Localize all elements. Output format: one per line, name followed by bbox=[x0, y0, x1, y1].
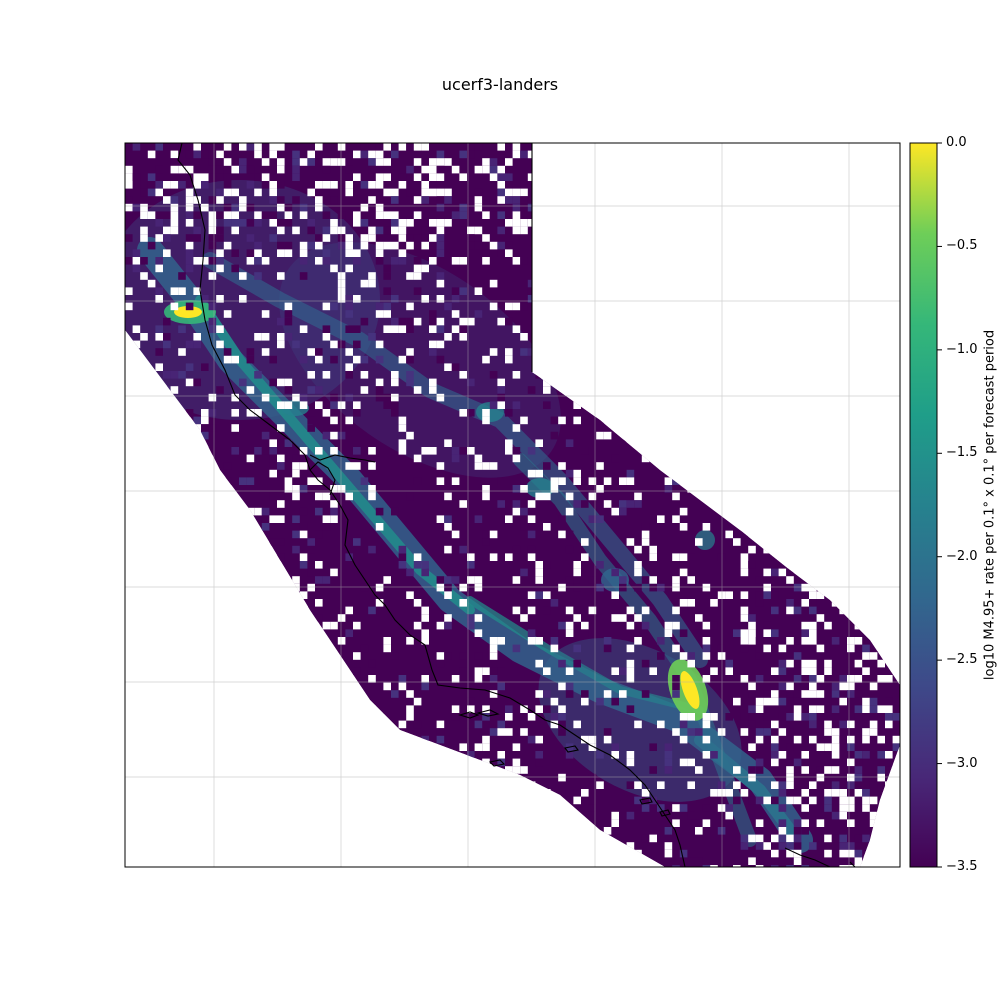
colorbar-tick-label: −2.0 bbox=[946, 548, 978, 564]
colorbar-tick-label: −2.5 bbox=[946, 652, 978, 668]
colorbar-tick-label: −3.5 bbox=[946, 859, 978, 874]
colorbar-tick-label: −3.0 bbox=[946, 755, 978, 771]
colorbar-tick-label: −1.5 bbox=[946, 445, 978, 461]
map-gridlines bbox=[125, 143, 900, 867]
colorbar-label: log10 M4.95+ rate per 0.1° x 0.1° per fo… bbox=[982, 329, 998, 681]
colorbar-gradient bbox=[910, 143, 937, 867]
figure-title: ucerf3-landers bbox=[441, 75, 559, 94]
colorbar bbox=[909, 142, 942, 868]
fault-rate-band bbox=[195, 295, 475, 615]
coastline bbox=[177, 143, 856, 867]
colorbar-border bbox=[909, 142, 938, 868]
fault-rate-band bbox=[513, 453, 757, 847]
colorbar-tick-label: 0.0 bbox=[946, 135, 967, 150]
hotspot-landers bbox=[680, 671, 700, 709]
colorbar-tick-label: −0.5 bbox=[946, 238, 978, 254]
fault-rate-band bbox=[466, 596, 704, 714]
axes-border bbox=[124, 142, 901, 868]
hotspot-north bbox=[174, 306, 202, 318]
colorbar-tick-label: −1.0 bbox=[946, 341, 978, 357]
